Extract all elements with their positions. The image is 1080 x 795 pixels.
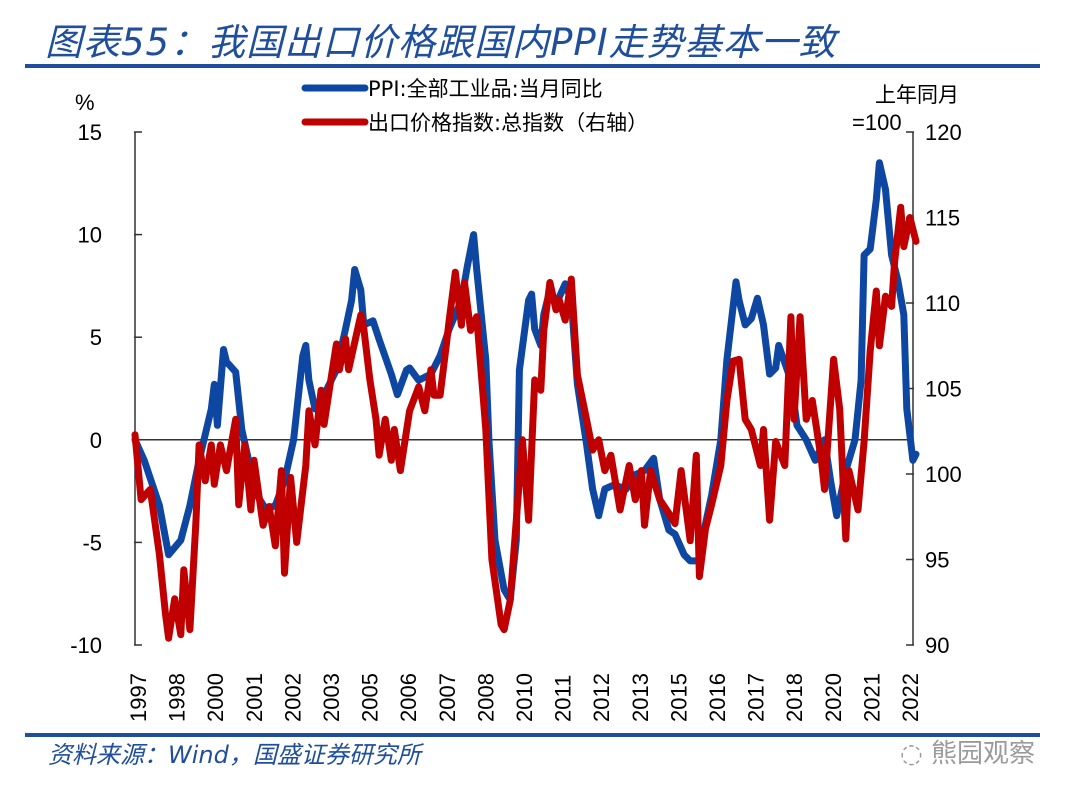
right-tick-label: 110 xyxy=(925,291,960,316)
x-tick-label: 2002 xyxy=(280,673,305,722)
x-tick-label: 2005 xyxy=(358,673,383,722)
x-tick-label: 2003 xyxy=(319,673,344,722)
x-tick-label: 2018 xyxy=(782,673,807,722)
left-tick-label: 5 xyxy=(90,325,102,350)
right-axis-unit-line1: 上年同月 xyxy=(875,83,959,107)
right-tick-label: 115 xyxy=(925,206,960,231)
left-tick-label: 10 xyxy=(78,223,102,248)
source-note: 资料来源：Wind，国盛证券研究所 xyxy=(48,741,421,769)
x-tick-label: 2007 xyxy=(435,673,460,722)
right-tick-label: 100 xyxy=(925,462,962,487)
x-tick-label: 1997 xyxy=(126,673,151,722)
right-axis-unit-line2: =100 xyxy=(852,110,902,135)
chart-title: 图表55：我国出口价格跟国内PPI走势基本一致 xyxy=(45,21,837,64)
x-tick-label: 2011 xyxy=(551,675,576,722)
left-tick-label: -10 xyxy=(70,633,102,658)
legend-label-ppi: PPI:全部工业品:当月同比 xyxy=(368,77,603,101)
right-tick-label: 120 xyxy=(925,120,962,145)
x-tick-label: 2016 xyxy=(705,673,730,722)
top-divider xyxy=(25,64,1040,68)
x-tick-label: 2006 xyxy=(396,673,421,722)
x-tick-label: 2010 xyxy=(512,673,537,722)
x-tick-label: 2017 xyxy=(744,673,769,722)
legend-label-export: 出口价格指数:总指数（右轴） xyxy=(368,111,648,135)
watermark-text: 熊园观察 xyxy=(930,739,1035,769)
x-tick-label: 2013 xyxy=(628,673,653,722)
x-tick-label: 2001 xyxy=(242,673,267,722)
x-tick-label: 2008 xyxy=(473,673,498,722)
x-tick-label: 1998 xyxy=(165,673,190,722)
x-tick-label: 2022 xyxy=(898,673,923,722)
left-tick-label: 0 xyxy=(90,428,102,453)
left-tick-label: 15 xyxy=(78,120,102,145)
x-tick-label: 2000 xyxy=(203,673,228,722)
x-tick-label: 2021 xyxy=(859,673,884,722)
x-tick-label: 2020 xyxy=(821,673,846,722)
watermark: ◌ 熊园观察 xyxy=(900,739,1035,769)
x-tick-label: 2012 xyxy=(589,673,614,722)
right-tick-label: 90 xyxy=(925,633,949,658)
series-line-export-price xyxy=(131,203,920,642)
bottom-divider xyxy=(25,733,1040,737)
right-tick-label: 105 xyxy=(925,377,962,402)
left-tick-label: -5 xyxy=(82,530,102,555)
right-tick-label: 95 xyxy=(925,548,949,573)
x-tick-label: 2015 xyxy=(666,673,691,722)
left-axis-unit: % xyxy=(75,90,95,115)
legend: PPI:全部工业品:当月同比 出口价格指数:总指数（右轴） xyxy=(301,77,648,135)
